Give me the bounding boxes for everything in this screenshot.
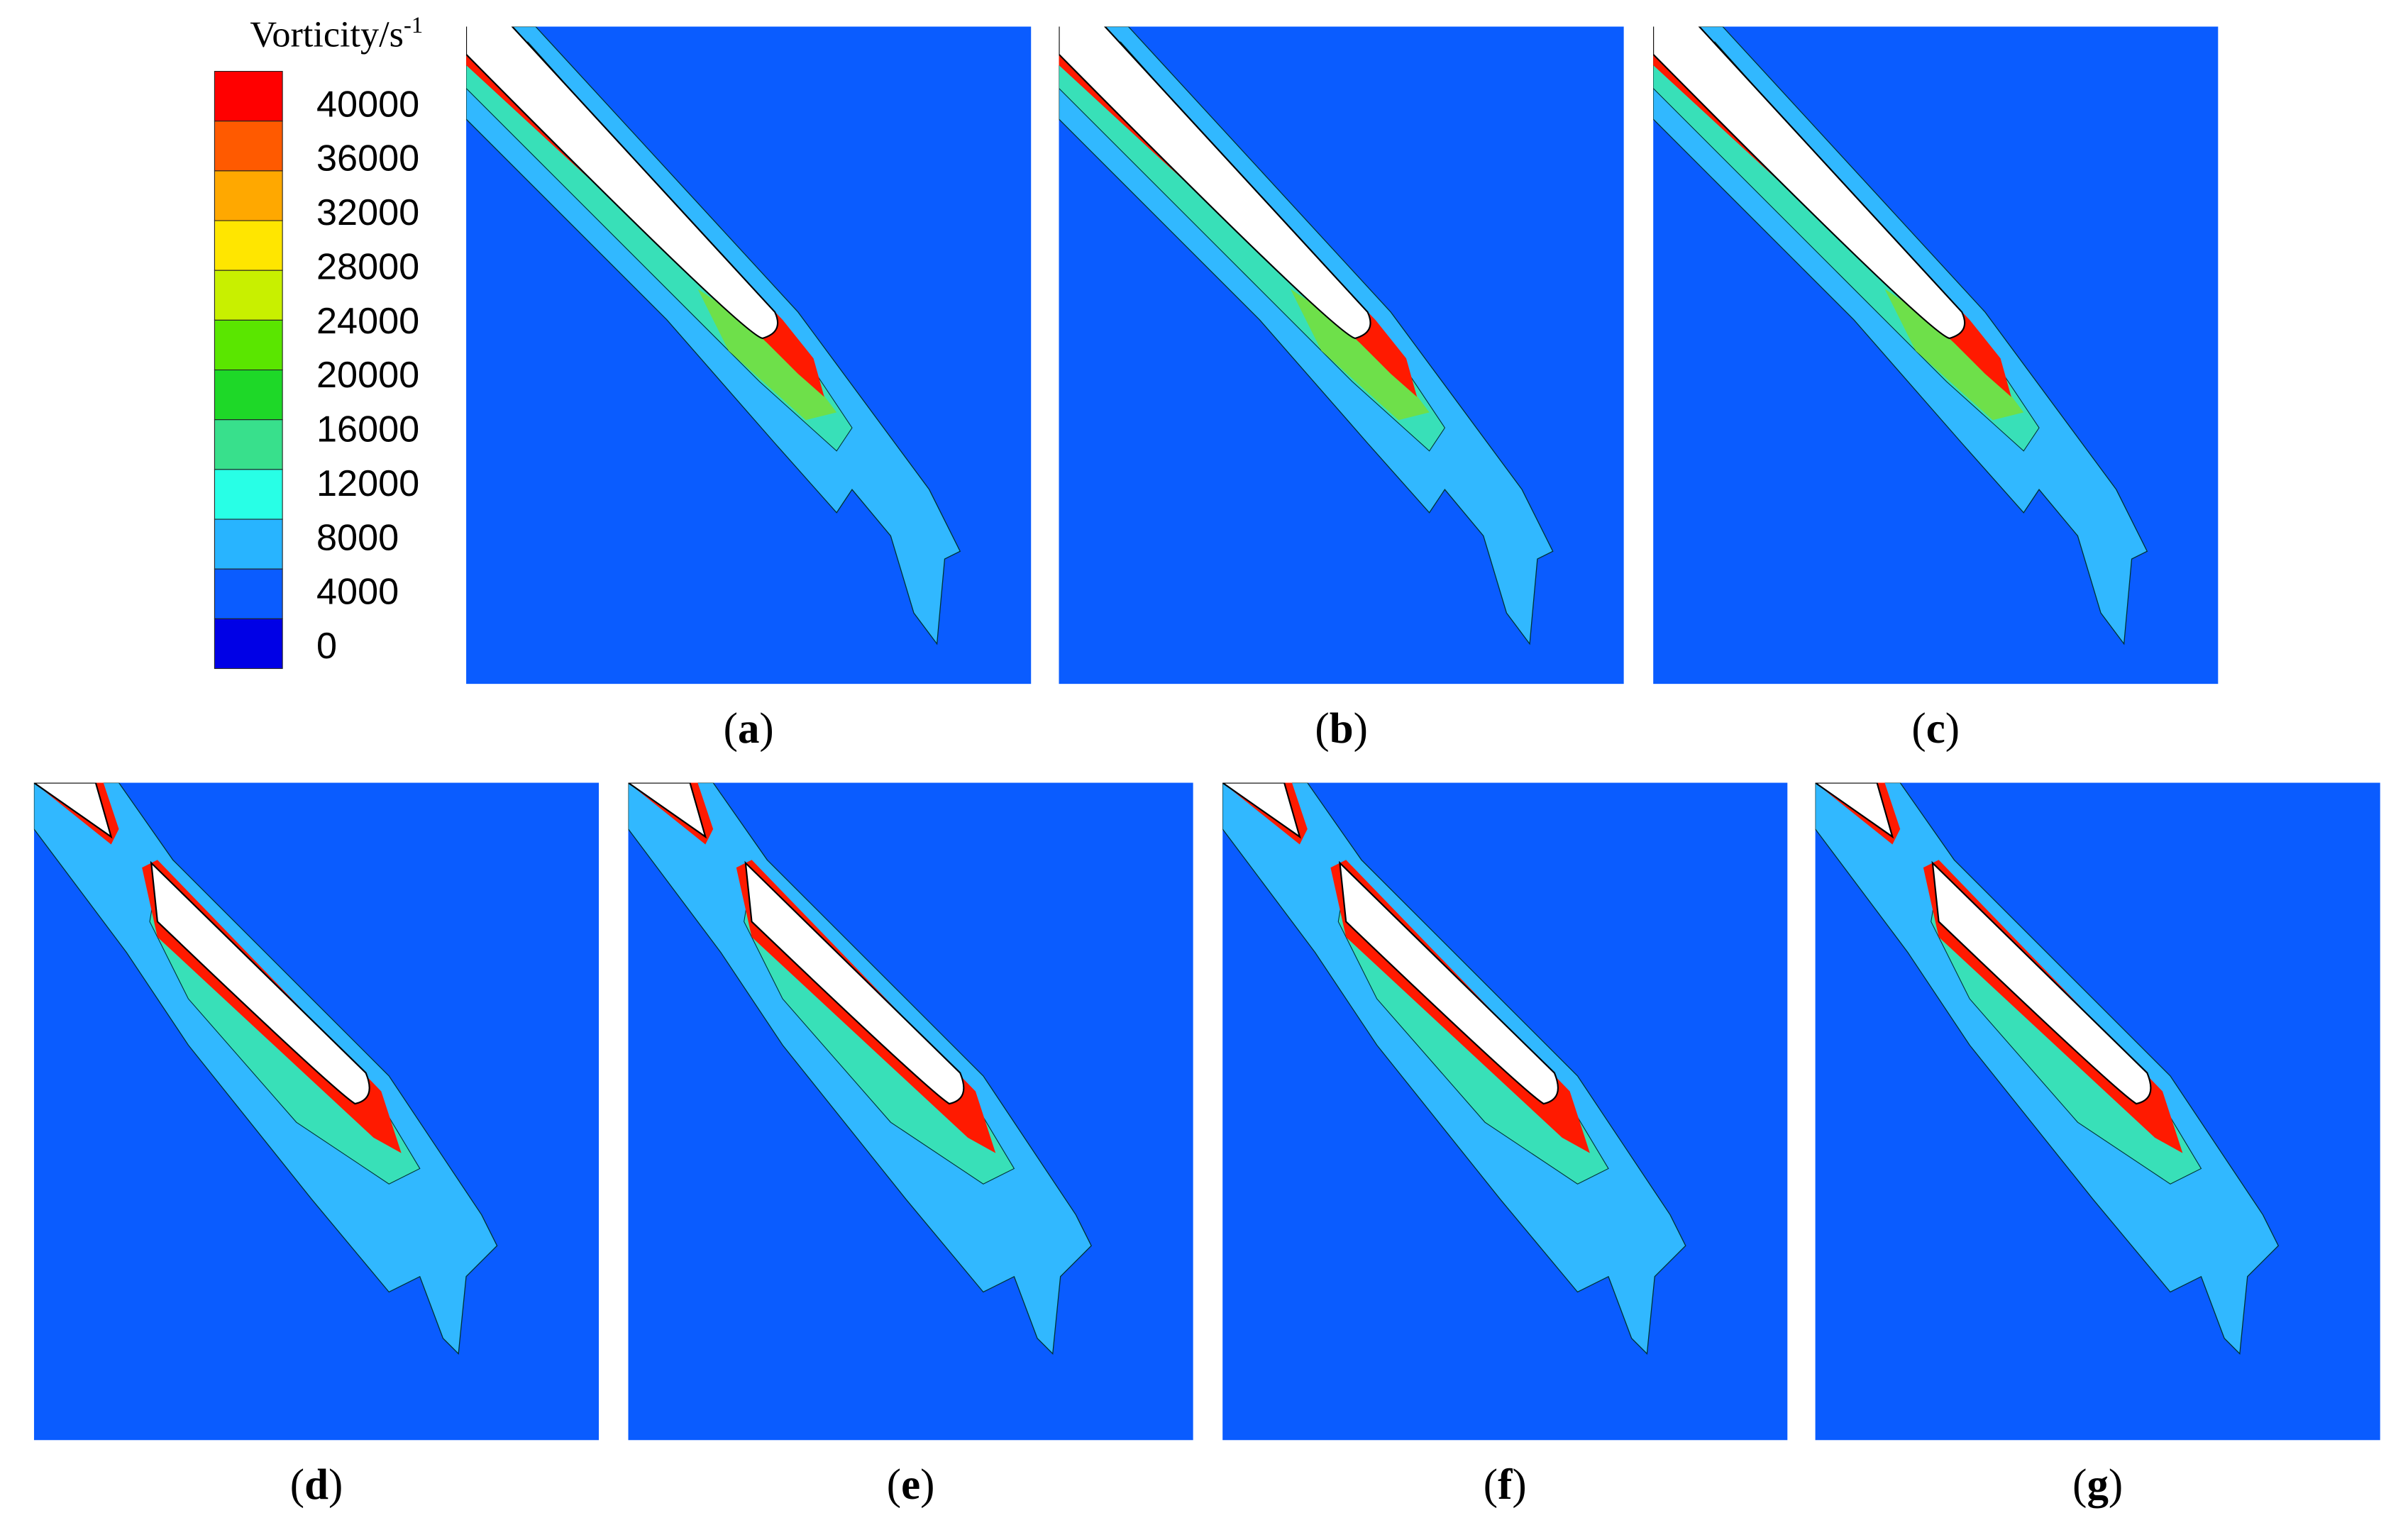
legend-title: Vorticity/s-1 — [250, 13, 423, 55]
legend-level-label: 40000 — [316, 84, 419, 125]
panel-label-part: ( — [1315, 705, 1329, 753]
panel: (b) — [1059, 26, 1624, 753]
panel-label: (f) — [1484, 1461, 1527, 1509]
panel-label-part: ( — [1911, 705, 1926, 753]
panel-label-part: d — [304, 1461, 328, 1509]
panel-label-part: ( — [290, 1461, 304, 1509]
contour-plot — [1059, 26, 1624, 684]
colorbar — [214, 71, 283, 670]
legend-level-label: 28000 — [316, 246, 419, 287]
legend-level-label: 24000 — [316, 301, 419, 342]
panel-label: (d) — [290, 1461, 343, 1509]
legend-level-label: 36000 — [316, 138, 419, 179]
contour-plot — [1653, 26, 2219, 684]
panel-label-part: f — [1498, 1461, 1513, 1509]
panel: (d) — [33, 782, 600, 1509]
contour-plot — [466, 26, 1032, 684]
panel-label: (b) — [1315, 705, 1367, 753]
panel: (e) — [628, 782, 1193, 1509]
panel-label-part: ( — [2072, 1461, 2087, 1509]
panel-label-part: ( — [887, 1461, 901, 1509]
legend-title-text: Vorticity/s — [250, 14, 404, 55]
contour-plot — [1815, 782, 2380, 1441]
panel-label-part: ) — [2109, 1461, 2123, 1509]
contour-plot — [628, 782, 1193, 1441]
contour-plot — [1222, 782, 1788, 1441]
panel-label-part: c — [1926, 705, 1945, 753]
panel: (c) — [1653, 26, 2219, 753]
panel-label-part: ( — [724, 705, 738, 753]
panel-label: (a) — [724, 705, 774, 753]
legend-title-exponent: -1 — [404, 13, 423, 38]
contour-plot — [33, 782, 600, 1441]
panel-label-part: ( — [1484, 1461, 1498, 1509]
legend: Vorticity/s-1 — [214, 13, 423, 670]
legend-level-label: 0 — [316, 626, 337, 667]
panel-label: (e) — [887, 1461, 935, 1509]
panel: (g) — [1815, 782, 2380, 1509]
panel-label-part: ) — [920, 1461, 934, 1509]
legend-level-label: 12000 — [316, 463, 419, 504]
legend-level-label: 32000 — [316, 192, 419, 233]
legend-level-label: 16000 — [316, 409, 419, 450]
panel: (f) — [1222, 782, 1788, 1509]
panel-label-part: ) — [328, 1461, 343, 1509]
panel-label-part: g — [2087, 1461, 2108, 1509]
panel-label-part: ) — [1354, 705, 1368, 753]
panel-label-part: ) — [759, 705, 773, 753]
panel-label: (g) — [2072, 1461, 2123, 1509]
panel-label-part: e — [901, 1461, 920, 1509]
panel-label-part: ) — [1945, 705, 1960, 753]
legend-level-label: 20000 — [316, 355, 419, 396]
panel-label-part: ) — [1512, 1461, 1526, 1509]
panel-label: (c) — [1911, 705, 1960, 753]
legend-level-label: 4000 — [316, 572, 399, 613]
panel-label-part: a — [738, 705, 759, 753]
legend-level-label: 8000 — [316, 517, 399, 558]
panel-label-part: b — [1330, 705, 1354, 753]
panel: (a) — [466, 26, 1032, 753]
